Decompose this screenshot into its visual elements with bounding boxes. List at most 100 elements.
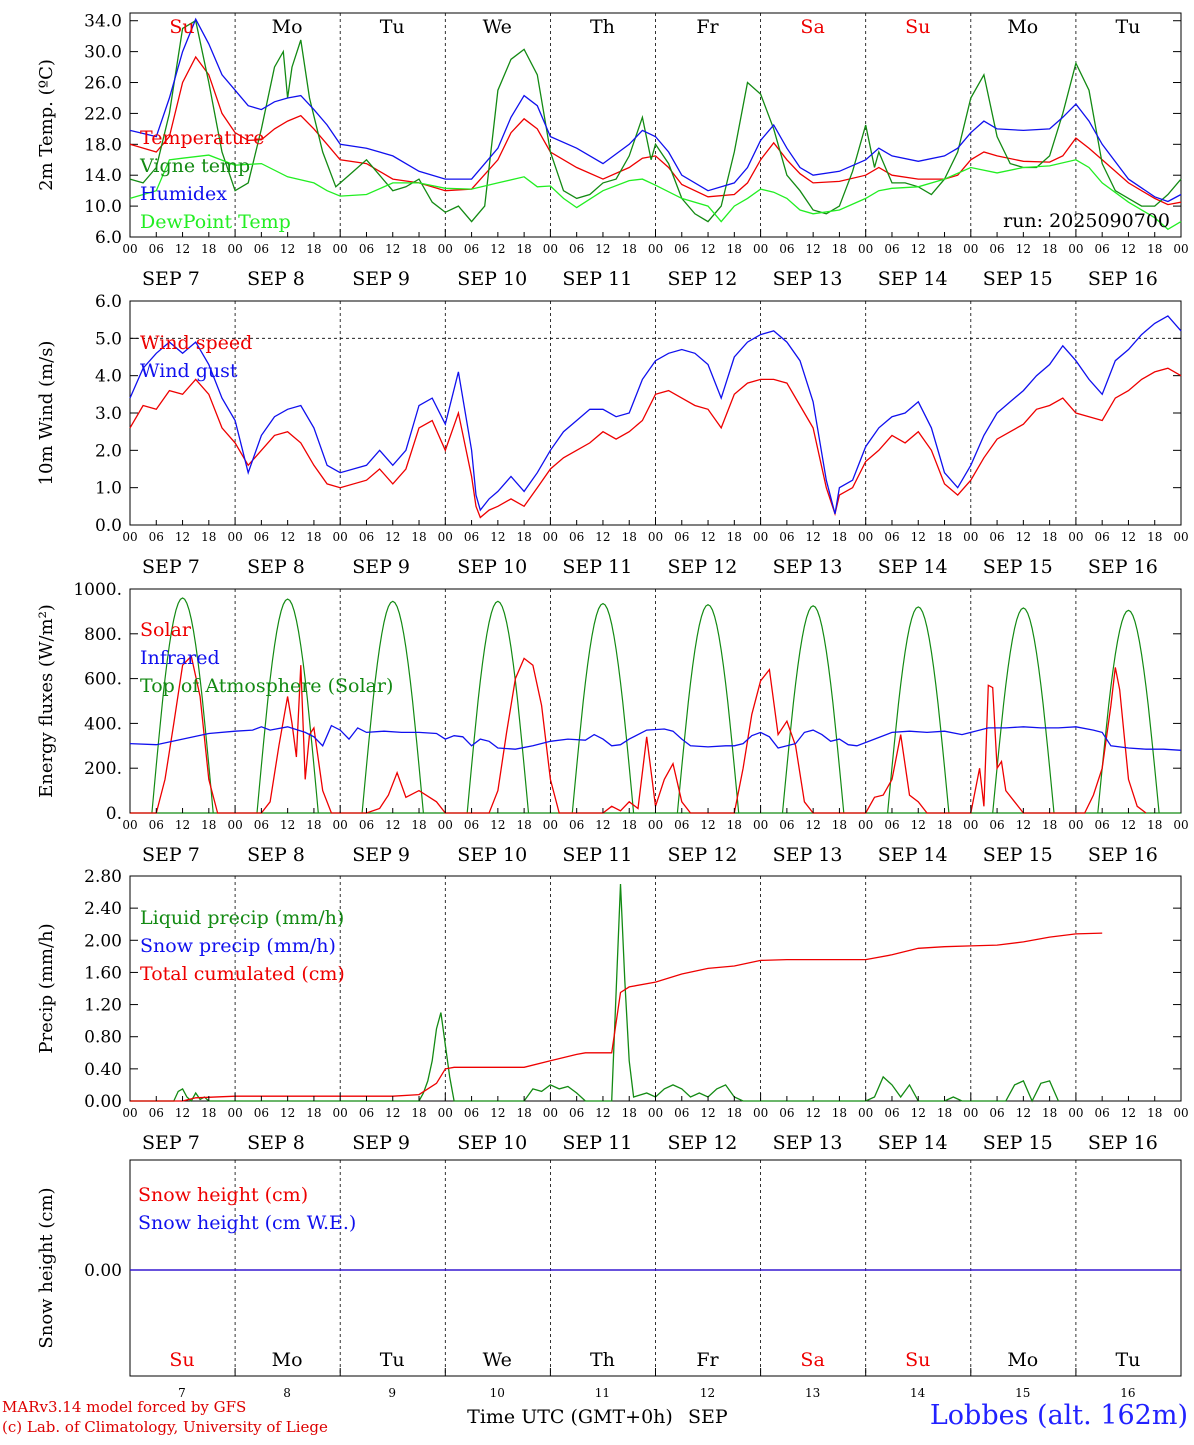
panel0-date-label: SEP 15 — [983, 268, 1053, 290]
panel3-hour-label: 00 — [963, 1106, 978, 1120]
panel1-date-label: SEP 16 — [1088, 556, 1158, 578]
panel4-legend-1: Snow height (cm W.E.) — [138, 1212, 356, 1234]
panel3-legend-2: Total cumulated (cm) — [140, 963, 345, 985]
panel3-date-label: SEP 11 — [562, 1132, 632, 1154]
panel2-hour-label: 06 — [1095, 818, 1110, 832]
panel1-hour-label: 12 — [700, 530, 715, 544]
panel0-hour-label: 18 — [1147, 242, 1162, 256]
weekday-label-top: Mo — [1007, 16, 1038, 38]
panel1-date-label: SEP 11 — [562, 556, 632, 578]
panel0-y-tick-label: 14.0 — [84, 166, 122, 186]
panel1-hour-label: 00 — [333, 530, 348, 544]
panel0-legend-0: Temperature — [140, 127, 264, 149]
panel0-hour-label: 18 — [622, 242, 637, 256]
toa-solar-curve — [466, 600, 530, 814]
panel2-date-label: SEP 7 — [142, 844, 200, 866]
panel3-hour-label: 06 — [149, 1106, 164, 1120]
weekday-label-bottom: Tu — [380, 1349, 405, 1371]
panel0-hour-label: 18 — [727, 242, 742, 256]
panel0-hour-label: 18 — [937, 242, 952, 256]
panel3-hour-label: 12 — [700, 1106, 715, 1120]
panel0-y-tick-label: 6.0 — [95, 228, 122, 248]
panel2-date-label: SEP 15 — [983, 844, 1053, 866]
panel0-hour-label: 18 — [516, 242, 531, 256]
panel1-hour-label: 12 — [1016, 530, 1031, 544]
bottom-day-number: 12 — [700, 1386, 715, 1400]
panel3-y-tick-label: 2.40 — [84, 899, 122, 919]
panel2-hour-label: 00 — [1173, 818, 1188, 832]
panel1-hour-label: 00 — [858, 530, 873, 544]
panel3-date-label: SEP 16 — [1088, 1132, 1158, 1154]
panel1-hour-label: 06 — [1095, 530, 1110, 544]
panel3-hour-label: 06 — [254, 1106, 269, 1120]
panel2-hour-label: 12 — [911, 818, 926, 832]
panel3-hour-label: 00 — [858, 1106, 873, 1120]
panel0-series-2 — [129, 17, 1182, 203]
panel3-hour-label: 12 — [280, 1106, 295, 1120]
panel2-hour-label: 00 — [648, 818, 663, 832]
panel2-hour-label: 12 — [280, 818, 295, 832]
panel1-hour-label: 12 — [911, 530, 926, 544]
panel3-hour-label: 00 — [1068, 1106, 1083, 1120]
panel2-hour-label: 06 — [779, 818, 794, 832]
panel3-hour-label: 00 — [1173, 1106, 1188, 1120]
panel0-y-tick-label: 18.0 — [84, 135, 122, 155]
panel0-legend-3: DewPoint Temp — [140, 211, 291, 233]
panel2-hour-label: 06 — [149, 818, 164, 832]
panel3-date-label: SEP 14 — [878, 1132, 948, 1154]
panel0-hour-label: 00 — [227, 242, 242, 256]
panel2-hour-label: 18 — [727, 818, 742, 832]
panel3-hour-label: 06 — [569, 1106, 584, 1120]
credit-line-2: (c) Lab. of Climatology, University of L… — [2, 1418, 328, 1436]
panel0-hour-label: 00 — [543, 242, 558, 256]
panel3-hour-label: 12 — [806, 1106, 821, 1120]
panel0-hour-label: 06 — [674, 242, 689, 256]
panel2-date-label: SEP 12 — [668, 844, 738, 866]
weekday-label-top: Su — [169, 16, 194, 38]
panel0-hour-label: 06 — [989, 242, 1004, 256]
panel1-hour-label: 00 — [963, 530, 978, 544]
panel1-hour-label: 12 — [175, 530, 190, 544]
toa-solar-curve — [992, 607, 1055, 814]
panel2-hour-label: 00 — [333, 818, 348, 832]
panel1-date-label: SEP 12 — [668, 556, 738, 578]
panel2-hour-label: 12 — [700, 818, 715, 832]
panel0-hour-label: 06 — [884, 242, 899, 256]
weekday-label-bottom: We — [483, 1349, 512, 1371]
panel3-date-label: SEP 10 — [457, 1132, 527, 1154]
weekday-label-bottom: Tu — [1115, 1349, 1140, 1371]
panel3-hour-label: 12 — [385, 1106, 400, 1120]
panel3-hour-label: 00 — [753, 1106, 768, 1120]
panel3-date-label: SEP 9 — [352, 1132, 410, 1154]
panel2-date-label: SEP 11 — [562, 844, 632, 866]
panel2-hour-label: 06 — [884, 818, 899, 832]
panel3-hour-label: 06 — [359, 1106, 374, 1120]
panel1-date-label: SEP 14 — [878, 556, 948, 578]
panel0-hour-label: 12 — [175, 242, 190, 256]
weekday-label-bottom: Su — [169, 1349, 194, 1371]
panel3-hour-label: 12 — [1016, 1106, 1031, 1120]
snow-y-tick-label: 0.00 — [84, 1261, 122, 1281]
panel0-date-label: SEP 8 — [247, 268, 305, 290]
panel3-y-tick-label: 0.00 — [84, 1092, 122, 1112]
panel1-hour-label: 00 — [438, 530, 453, 544]
panel2-series-0 — [130, 654, 1147, 814]
panel2-hour-label: 00 — [227, 818, 242, 832]
panel0-hour-label: 06 — [254, 242, 269, 256]
panel0-date-label: SEP 12 — [668, 268, 738, 290]
panel3-date-label: SEP 12 — [668, 1132, 738, 1154]
panel3-legend-1: Snow precip (mm/h) — [140, 935, 336, 957]
panel4-legend-0: Snow height (cm) — [138, 1184, 308, 1206]
panel2-hour-label: 00 — [1068, 818, 1083, 832]
panel1-hour-label: 06 — [989, 530, 1004, 544]
panel0-date-label: SEP 11 — [562, 268, 632, 290]
month-label: SEP — [688, 1406, 728, 1428]
panel1-hour-label: 12 — [595, 530, 610, 544]
panel0-y-tick-label: 22.0 — [84, 104, 122, 124]
panel3-hour-label: 18 — [832, 1106, 847, 1120]
panel1-date-label: SEP 9 — [352, 556, 410, 578]
panel2-date-label: SEP 9 — [352, 844, 410, 866]
panel3-series-2 — [130, 932, 1103, 1102]
panel2-hour-label: 18 — [1147, 818, 1162, 832]
